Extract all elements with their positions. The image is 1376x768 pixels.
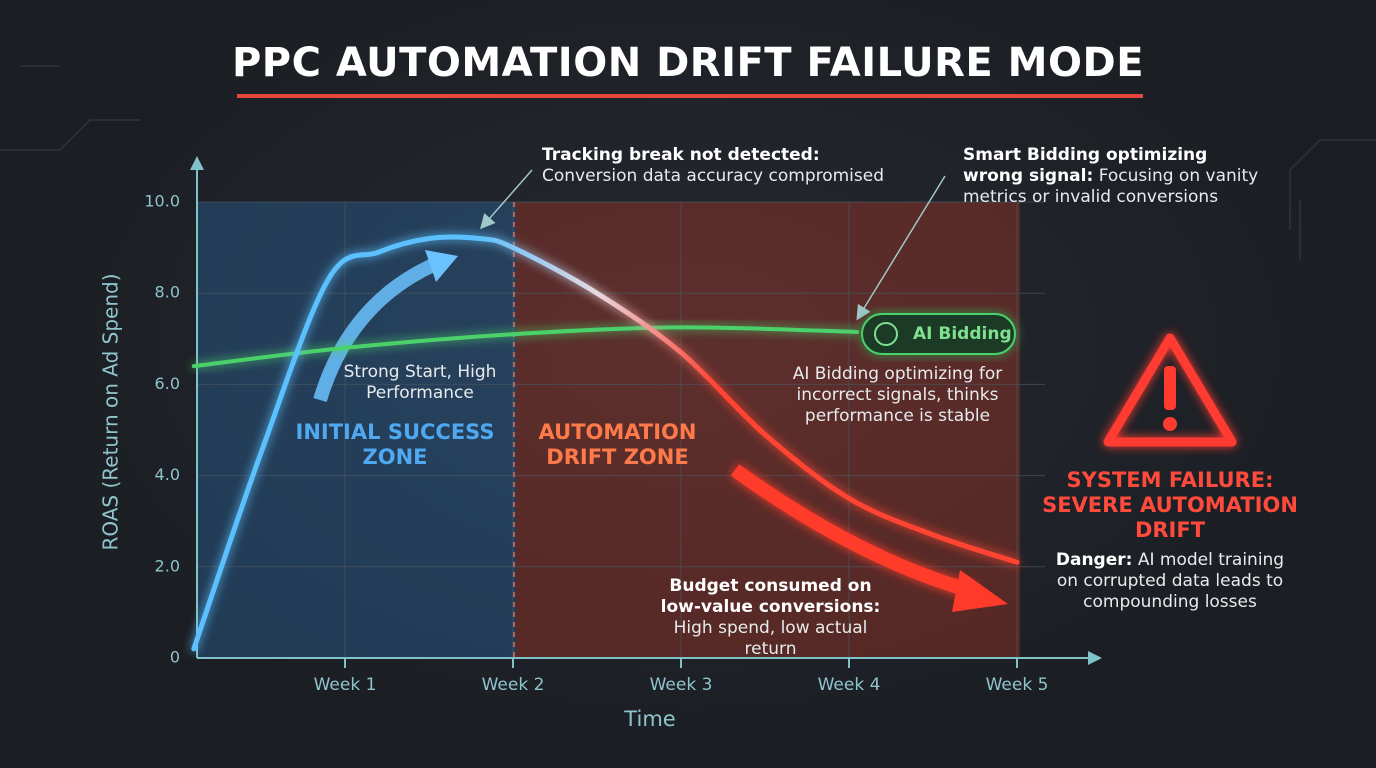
annotation-text: Conversion data accuracy compromised [542, 166, 885, 186]
annotation-text: Strong Start, High Performance [343, 362, 497, 403]
annotation: Smart Bidding optimizing wrong signal: F… [963, 145, 1273, 208]
failure-title: SYSTEM FAILURE: SEVERE AUTOMATION DRIFT [1040, 468, 1300, 543]
annotation: AI Bidding optimizing for incorrect sign… [780, 364, 1015, 427]
y-tick-label: 10.0 [144, 192, 180, 211]
y-tick-label: 2.0 [155, 556, 180, 575]
annotation: Danger: AI model training on corrupted d… [1050, 550, 1290, 613]
warning-icon-bar [1164, 366, 1176, 410]
loss-arrow-head [952, 570, 1008, 612]
circuit-decor [0, 65, 1376, 260]
annotation: Tracking break not detected: Conversion d… [542, 145, 922, 187]
annotation-text: Focusing on vanity metrics or invalid co… [963, 166, 1259, 207]
legend-pill [861, 313, 1016, 355]
title-underline [237, 94, 1143, 98]
zone-label: AUTOMATION DRIFT ZONE [538, 420, 697, 469]
x-axis-title: Time [623, 707, 675, 731]
y-tick-label: 4.0 [155, 465, 180, 484]
warning-icon-dot [1163, 417, 1177, 431]
annotation-text: AI Bidding optimizing for incorrect sign… [792, 364, 1003, 426]
brain-icon [874, 322, 898, 346]
x-axis-arrow [1088, 651, 1102, 665]
annotation-bold: Danger: [1055, 550, 1133, 570]
zone-band [196, 202, 517, 658]
x-tick-label: Week 2 [482, 675, 545, 695]
x-tick-label: Week 4 [818, 675, 881, 695]
callout-arrow [480, 169, 533, 230]
warning-icon [1103, 333, 1237, 447]
annotation-bold: Budget consumed on low-value conversions… [660, 576, 881, 617]
annotation-bold: SYSTEM FAILURE: SEVERE AUTOMATION DRIFT [1042, 468, 1298, 542]
callout-arrow [856, 175, 946, 321]
x-tick-label: Week 3 [650, 675, 713, 695]
y-tick-label: 6.0 [155, 374, 180, 393]
annotation-bold: Smart Bidding optimizing wrong signal: [963, 145, 1208, 186]
rise-arrow [313, 255, 443, 403]
title: PPC AUTOMATION DRIFT FAILURE MODE [231, 40, 1145, 86]
annotation-text: AI model training on corrupted data lead… [1056, 550, 1285, 612]
y-tick-label: 0 [170, 648, 180, 667]
zone-label: INITIAL SUCCESS ZONE [295, 420, 495, 469]
y-tick-label: 8.0 [155, 283, 180, 302]
x-tick-label: Week 1 [314, 675, 377, 695]
annotation: Strong Start, High Performance [330, 362, 510, 404]
legend-label: AI Bidding [913, 324, 1012, 344]
annotation: Budget consumed on low-value conversions… [648, 576, 893, 660]
rise-arrow-head [425, 250, 458, 282]
annotation-bold: Tracking break not detected: [542, 145, 820, 165]
series-line [191, 234, 1020, 652]
x-tick-label: Week 5 [986, 675, 1049, 695]
y-axis-title: ROAS (Return on Ad Spend) [99, 273, 123, 550]
y-axis-arrow [190, 156, 204, 170]
annotation-text: High spend, low actual return [673, 618, 868, 659]
loss-arrow [730, 464, 977, 599]
